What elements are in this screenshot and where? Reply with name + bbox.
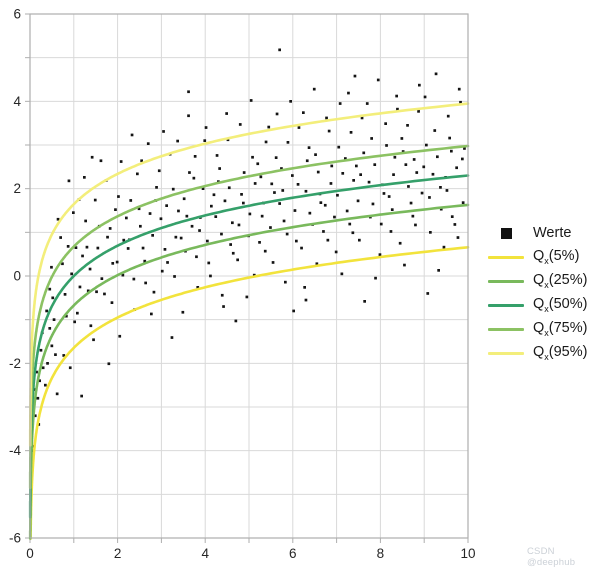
curve-swatch-icon (488, 327, 524, 331)
y-tick-label: 0 (13, 269, 21, 284)
legend-label: Qx(95%) (533, 344, 588, 362)
x-tick-label: 2 (114, 546, 122, 561)
curve-swatch-icon (488, 351, 524, 355)
watermark-text: CSDN @deephub (527, 546, 576, 568)
legend: Werte Qx(5%) Qx(25%) Qx(50%) Qx(75%) Qx(95%) (487, 221, 587, 365)
legend-item-q25: Qx(25%) (487, 269, 587, 293)
legend-label: Werte (533, 225, 572, 241)
y-tick-label: -4 (9, 443, 21, 458)
x-tick-label: 0 (26, 546, 34, 561)
x-tick-label: 4 (201, 546, 209, 561)
curve-swatch-icon (488, 303, 524, 307)
legend-item-q5: Qx(5%) (487, 245, 587, 269)
legend-item-q50: Qx(50%) (487, 293, 587, 317)
legend-label: Qx(75%) (533, 320, 588, 338)
x-tick-label: 6 (289, 546, 297, 561)
legend-item-q75: Qx(75%) (487, 317, 587, 341)
curve-swatch-icon (488, 255, 524, 259)
x-tick-label: 8 (377, 546, 385, 561)
scatter-points (30, 48, 466, 466)
legend-item-q95: Qx(95%) (487, 341, 587, 365)
y-tick-label: -2 (9, 356, 21, 371)
legend-label: Qx(5%) (533, 248, 580, 266)
legend-item-werte: Werte (487, 221, 587, 245)
y-tick-label: -6 (9, 531, 21, 546)
legend-label: Qx(25%) (533, 272, 588, 290)
legend-label: Qx(50%) (533, 296, 588, 314)
scatter-marker-icon (500, 227, 512, 239)
y-tick-label: 2 (13, 181, 21, 196)
y-tick-label: 4 (13, 94, 21, 109)
curve-swatch-icon (488, 279, 524, 283)
x-tick-label: 10 (460, 546, 475, 561)
y-tick-label: 6 (13, 7, 21, 22)
